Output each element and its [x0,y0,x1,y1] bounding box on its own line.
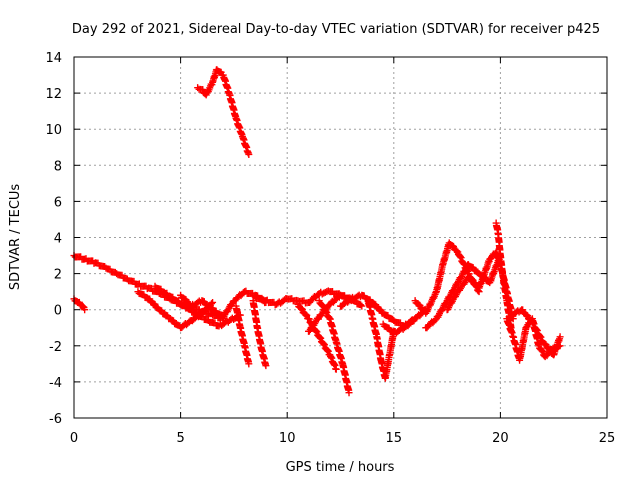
data-point [313,328,321,336]
data-point [146,295,154,303]
data-point [305,315,313,323]
data-point [533,327,541,335]
series-track-mid-2 [151,282,244,330]
data-point [317,301,325,309]
x-tick-label: 10 [279,431,296,446]
data-point [533,326,541,334]
data-point [556,333,564,341]
data-point [318,301,326,309]
series-track-dip-8 [232,302,253,368]
x-axis-label: GPS time / hours [286,460,395,475]
data-point [298,305,306,313]
data-point [542,341,550,349]
data-point [529,319,537,327]
y-tick-label: 10 [45,123,62,138]
chart-title: Day 292 of 2021, Sidereal Day-to-day VTE… [72,22,600,37]
series-track-mid-3 [177,287,270,321]
grid-lines [74,57,607,418]
y-tick-label: 0 [54,304,62,319]
data-point [357,301,365,309]
data-point [323,346,331,354]
series-track-dip-9 [249,297,270,370]
data-point [317,334,325,342]
data-point [312,327,320,335]
y-tick-label: -2 [49,340,62,355]
y-tick-label: 8 [54,159,62,174]
series-track-spike-20 [492,219,515,332]
data-point [81,306,89,314]
data-point [536,332,544,340]
data-point [316,334,324,342]
y-tick-label: -6 [49,412,62,427]
data-point [151,300,159,308]
data-marks [70,66,564,397]
data-point [324,346,332,354]
data-point [474,268,482,276]
data-point [182,296,190,304]
data-point [324,347,332,355]
data-point [320,289,328,297]
x-tick-label: 25 [599,431,616,446]
data-point [537,333,545,341]
x-tick-label: 15 [386,431,403,446]
series-track-low-15 [379,306,430,337]
series-track-arc-12 [305,291,366,335]
y-tick-label: -4 [49,376,62,391]
data-point [311,326,319,334]
x-tick-label: 0 [70,431,78,446]
data-point [467,274,475,282]
data-point [416,301,424,309]
data-point [209,298,217,306]
data-point [79,302,87,310]
x-tick-labels: 0 5 10 15 20 25 [70,431,615,446]
data-point [199,86,207,94]
series-track-tail-22 [507,306,564,359]
data-point [321,341,329,349]
y-tick-label: 2 [54,268,62,283]
y-tick-labels: -6 -4 -2 0 2 4 6 8 10 12 14 [45,51,62,427]
data-point [454,279,462,287]
series-track-rise-18 [422,252,504,332]
data-point [245,360,253,368]
data-point [315,333,323,341]
data-point [519,306,527,314]
data-point [358,302,366,310]
x-tick-label: 5 [176,431,184,446]
data-point [318,290,326,298]
y-axis-label: SDTVAR / TECUs [8,184,23,291]
y-tick-label: 6 [54,195,62,210]
axis-ticks [73,56,608,419]
y-tick-label: 4 [54,232,62,247]
y-tick-label: 14 [45,51,62,66]
series-track-upper-arc [194,66,253,158]
series-track-tail-21 [503,315,564,364]
data-point [297,305,305,313]
data-point [345,389,353,397]
data-point [332,365,340,373]
data-point [320,340,328,348]
y-tick-label: 12 [45,87,62,102]
data-point [372,301,380,309]
data-point [524,312,532,320]
x-tick-label: 20 [492,431,509,446]
series-track-early-low [70,295,89,314]
data-point [302,311,310,319]
data-point [245,150,253,158]
data-point [449,242,457,250]
data-point [262,362,270,370]
data-point [538,347,546,355]
data-point [319,339,327,347]
data-point [321,288,329,296]
data-point [530,320,538,328]
